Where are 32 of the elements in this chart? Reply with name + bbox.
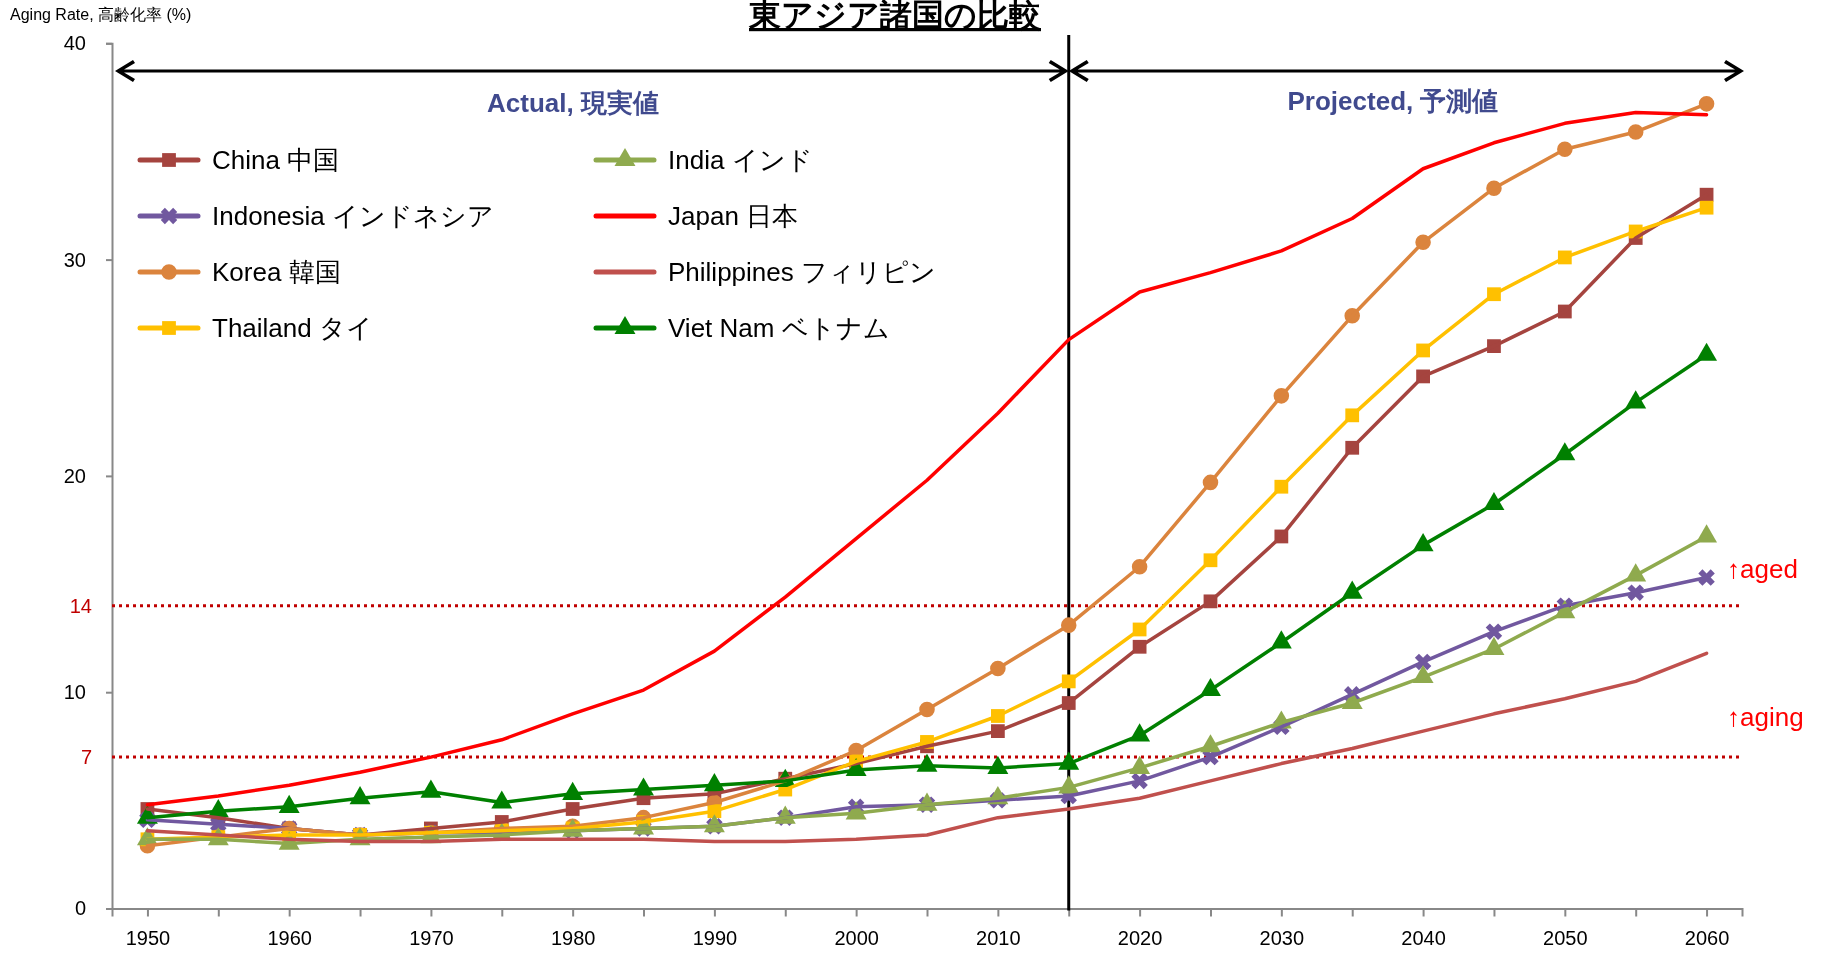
x-tick-label: 1970 bbox=[409, 926, 454, 949]
y-tick-label: 10 bbox=[63, 681, 86, 704]
x-tick-label: 2000 bbox=[834, 926, 879, 949]
ref-line-label: 14 bbox=[69, 594, 92, 617]
x-tick-label: 1960 bbox=[267, 926, 312, 949]
legend-label: China 中国 bbox=[212, 145, 340, 176]
x-tick-label: 2050 bbox=[1543, 926, 1588, 949]
annotation: ↑aging bbox=[1727, 702, 1804, 732]
legend-label: Japan 日本 bbox=[668, 201, 799, 232]
y-tick-label: 40 bbox=[63, 32, 86, 55]
annotation: ↑aged bbox=[1727, 554, 1798, 584]
y-axis-title: Aging Rate, 高齢化率 (%) bbox=[10, 6, 192, 23]
x-tick-label: 2030 bbox=[1259, 926, 1305, 949]
x-tick-label: 1980 bbox=[550, 926, 596, 949]
ref-line-label: 7 bbox=[80, 746, 92, 769]
legend-label: Thailand タイ bbox=[212, 313, 373, 344]
x-tick-label: 2020 bbox=[1117, 926, 1163, 949]
x-tick-label: 1950 bbox=[125, 926, 171, 949]
y-tick-label: 20 bbox=[63, 464, 86, 487]
legend-label: Korea 韓国 bbox=[212, 257, 341, 288]
x-tick-label: 2060 bbox=[1684, 926, 1730, 949]
legend-label: Philippines フィリピン bbox=[668, 257, 936, 288]
x-tick-label: 2040 bbox=[1401, 926, 1446, 949]
legend-label: Viet Nam ベトナム bbox=[668, 313, 890, 344]
legend-label: India インド bbox=[668, 145, 813, 176]
y-tick-label: 0 bbox=[74, 897, 86, 920]
y-tick-label: 30 bbox=[63, 248, 86, 271]
x-tick-label: 1990 bbox=[692, 926, 738, 949]
legend-label: Indonesia インドネシア bbox=[212, 201, 494, 232]
annotation: Actual, 現実値 bbox=[487, 88, 659, 118]
x-tick-label: 2010 bbox=[976, 926, 1021, 949]
annotation: Projected, 予測値 bbox=[1287, 86, 1499, 116]
